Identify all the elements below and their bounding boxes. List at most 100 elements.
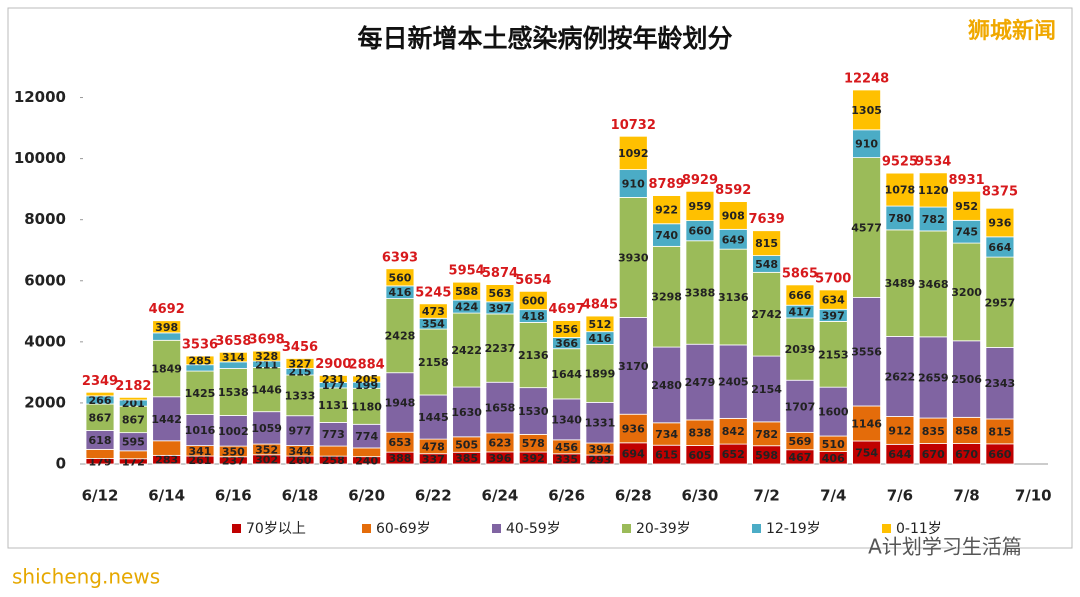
legend-label: 20-39岁 (636, 521, 691, 537)
bar-segment (952, 242, 981, 342)
total-label: 8375 (982, 185, 1018, 200)
y-tick-label: 6000 (24, 271, 66, 289)
bar-segment (652, 195, 682, 225)
data-label: 1002 (218, 425, 249, 438)
bar-segment (752, 230, 781, 257)
data-label: 467 (788, 451, 811, 464)
bar-segment (118, 396, 148, 401)
data-label: 260 (288, 454, 311, 467)
total-label: 2349 (82, 374, 118, 389)
data-label: 1305 (851, 104, 882, 117)
data-label: 478 (422, 440, 445, 453)
bar-segment (652, 346, 682, 424)
data-label: 1146 (851, 417, 882, 430)
data-label: 258 (322, 454, 345, 467)
x-tick-label: 7/10 (1015, 487, 1052, 505)
data-label: 615 (655, 449, 678, 462)
data-label: 1899 (585, 367, 616, 380)
total-label: 7639 (749, 212, 785, 227)
data-label: 952 (955, 200, 978, 213)
data-label: 205 (355, 373, 378, 386)
bar-segment (918, 172, 948, 208)
bar-segment (85, 403, 115, 431)
data-label: 283 (155, 454, 178, 467)
data-label: 215 (288, 366, 311, 379)
total-label: 5245 (415, 285, 451, 300)
data-label: 4577 (851, 221, 882, 234)
bar-segment (518, 290, 548, 311)
bar-segment (485, 284, 515, 303)
data-label: 1600 (818, 406, 849, 419)
data-label: 3930 (618, 251, 649, 264)
data-label: 670 (922, 448, 945, 461)
legend-label: 40-59岁 (506, 521, 561, 537)
total-label: 3658 (215, 334, 251, 349)
data-label: 335 (555, 453, 578, 466)
data-label: 588 (455, 285, 478, 298)
data-label: 623 (488, 436, 511, 449)
bar-segment (152, 440, 182, 456)
x-tick-label: 6/14 (148, 487, 185, 505)
data-label: 397 (488, 302, 511, 315)
bar-segment (785, 379, 815, 433)
data-label: 293 (588, 454, 611, 467)
data-label: 337 (422, 453, 445, 466)
data-label: 341 (189, 445, 212, 458)
data-label: 3170 (618, 360, 649, 373)
bar-segment (852, 89, 881, 131)
data-label: 838 (688, 427, 711, 440)
data-label: 959 (688, 200, 711, 213)
data-label: 285 (189, 354, 212, 367)
data-label: 600 (522, 294, 545, 307)
bar-segment (985, 418, 1015, 445)
data-label: 780 (888, 212, 911, 225)
x-tick-label: 6/30 (682, 487, 719, 505)
data-label: 2343 (985, 377, 1016, 390)
bar-segment (618, 135, 648, 171)
data-label: 394 (588, 443, 611, 456)
data-label: 634 (822, 294, 845, 307)
data-label: 664 (988, 241, 1011, 254)
data-label: 560 (388, 271, 411, 284)
data-label: 835 (922, 425, 945, 438)
total-label: 6393 (382, 250, 418, 265)
data-label: 867 (89, 411, 112, 424)
data-label: 2158 (418, 356, 449, 369)
x-tick-label: 6/20 (348, 487, 385, 505)
data-label: 1644 (551, 368, 582, 381)
x-tick-label: 7/2 (753, 487, 779, 505)
data-label: 1849 (151, 363, 182, 376)
data-label: 908 (722, 209, 745, 222)
data-label: 644 (888, 448, 911, 461)
bar-segment (952, 416, 981, 444)
data-label: 1340 (551, 413, 582, 426)
bar-segment (452, 281, 482, 301)
total-label: 5865 (782, 266, 818, 281)
bar-segment (952, 190, 981, 221)
data-label: 2039 (785, 343, 816, 356)
total-label: 4692 (149, 302, 185, 317)
data-label: 1442 (151, 413, 182, 426)
data-label: 2405 (718, 376, 749, 389)
data-label: 548 (755, 258, 778, 271)
data-label: 2428 (385, 330, 416, 343)
watermark: 狮城新闻 (968, 18, 1056, 44)
data-label: 3298 (651, 291, 682, 304)
data-label: 344 (288, 445, 311, 458)
bar-segment (818, 321, 848, 388)
data-label: 734 (655, 428, 678, 441)
bar-segment (885, 229, 915, 337)
data-label: 2422 (451, 344, 482, 357)
data-label: 2479 (685, 376, 716, 389)
data-label: 912 (888, 424, 911, 437)
data-label: 3200 (951, 286, 982, 299)
data-label: 867 (122, 413, 145, 426)
legend-label: 70岁以上 (246, 521, 306, 537)
bar-segment (752, 355, 781, 423)
data-label: 660 (688, 225, 711, 238)
legend-swatch (362, 524, 371, 533)
data-label: 618 (89, 434, 112, 447)
legend-label: 12-19岁 (766, 521, 821, 537)
data-label: 473 (422, 305, 445, 318)
